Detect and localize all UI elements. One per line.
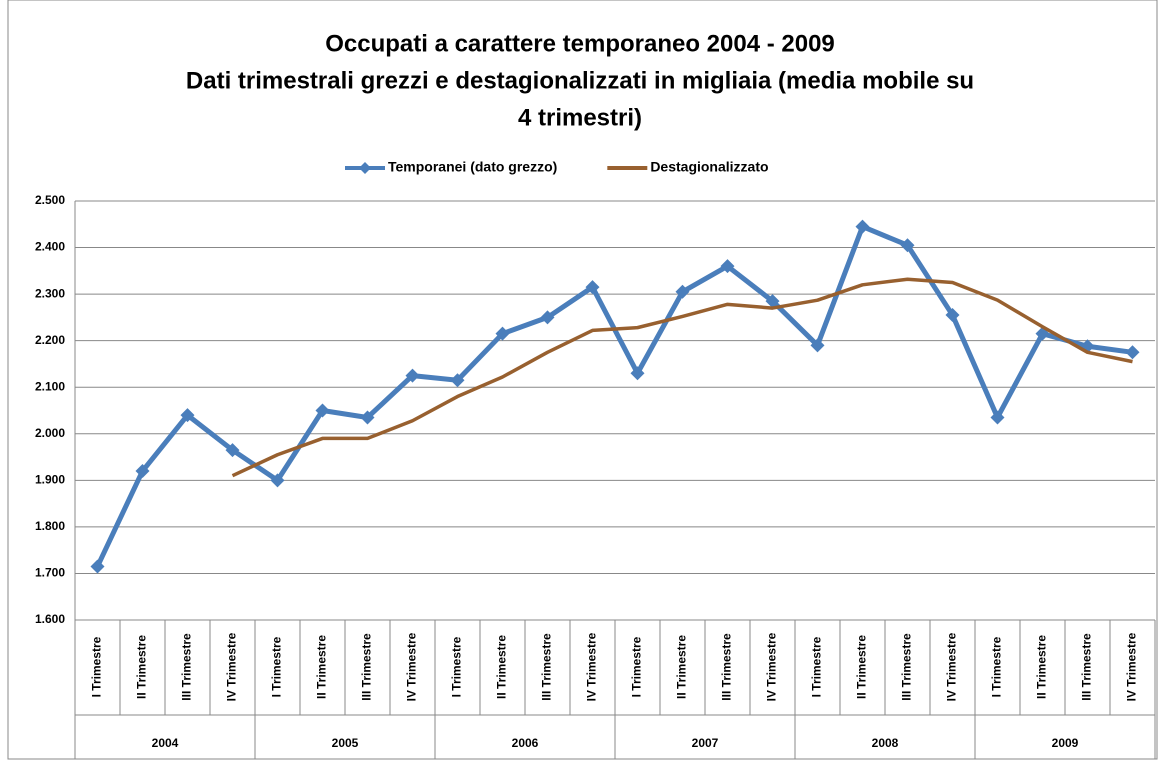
y-tick-label: 1.700 — [35, 566, 65, 580]
y-tick-label: 2.500 — [35, 193, 65, 207]
point-marker — [180, 408, 195, 423]
x-tick-label: II Trimestre — [315, 635, 329, 699]
group-label: 2004 — [152, 736, 179, 750]
point-marker — [900, 238, 915, 253]
point-marker — [90, 559, 105, 574]
point-marker — [720, 259, 735, 274]
chart-title: Dati trimestrali grezzi e destagionalizz… — [186, 67, 974, 94]
x-tick-label: III Trimestre — [1080, 633, 1094, 701]
y-tick-label: 1.600 — [35, 612, 65, 626]
y-tick-label: 2.200 — [35, 333, 65, 347]
y-tick-label: 2.000 — [35, 426, 65, 440]
x-tick-label: I Trimestre — [810, 636, 824, 697]
point-marker — [945, 308, 960, 323]
x-tick-label: I Trimestre — [630, 636, 644, 697]
point-marker — [675, 284, 690, 299]
x-tick-label: II Trimestre — [855, 635, 869, 699]
x-tick-label: I Trimestre — [990, 636, 1004, 697]
x-tick-label: I Trimestre — [450, 636, 464, 697]
y-tick-label: 2.100 — [35, 379, 65, 393]
point-marker — [990, 410, 1005, 425]
series-line — [231, 277, 1133, 478]
x-tick-label: III Trimestre — [180, 633, 194, 701]
point-marker — [360, 410, 375, 425]
point-marker — [855, 219, 870, 234]
x-tick-label: I Trimestre — [270, 636, 284, 697]
chart-title: Occupati a carattere temporaneo 2004 - 2… — [325, 30, 835, 57]
point-marker — [810, 338, 825, 353]
legend-marker — [359, 162, 371, 174]
group-label: 2008 — [872, 736, 899, 750]
x-tick-label: IV Trimestre — [765, 632, 779, 701]
legend-label: Temporanei (dato grezzo) — [388, 159, 557, 175]
x-tick-label: IV Trimestre — [1125, 632, 1139, 701]
y-tick-label: 2.300 — [35, 286, 65, 300]
x-tick-label: IV Trimestre — [945, 632, 959, 701]
point-marker — [495, 326, 510, 341]
x-tick-label: III Trimestre — [720, 633, 734, 701]
y-tick-label: 2.400 — [35, 240, 65, 254]
x-tick-label: II Trimestre — [1035, 635, 1049, 699]
point-marker — [270, 473, 285, 488]
x-tick-label: I Trimestre — [90, 636, 104, 697]
group-label: 2009 — [1052, 736, 1079, 750]
point-marker — [540, 310, 555, 325]
group-label: 2007 — [692, 736, 719, 750]
x-tick-label: IV Trimestre — [405, 632, 419, 701]
x-tick-label: III Trimestre — [900, 633, 914, 701]
y-tick-label: 1.900 — [35, 473, 65, 487]
point-marker — [135, 464, 150, 479]
point-marker — [1125, 345, 1140, 360]
point-marker — [765, 294, 780, 309]
x-tick-label: IV Trimestre — [585, 632, 599, 701]
point-marker — [405, 368, 420, 383]
chart-title: 4 trimestri) — [518, 104, 642, 131]
x-tick-label: IV Trimestre — [225, 632, 239, 701]
x-tick-label: II Trimestre — [495, 635, 509, 699]
x-tick-label: III Trimestre — [540, 633, 554, 701]
point-marker — [585, 280, 600, 295]
point-marker — [630, 366, 645, 381]
group-label: 2006 — [512, 736, 539, 750]
group-label: 2005 — [332, 736, 359, 750]
x-tick-label: II Trimestre — [675, 635, 689, 699]
point-marker — [450, 373, 465, 388]
point-marker — [315, 403, 330, 418]
point-marker — [225, 443, 240, 458]
chart-border — [7, 0, 1158, 760]
legend-label: Destagionalizzato — [650, 159, 768, 175]
y-tick-label: 1.800 — [35, 519, 65, 533]
x-tick-label: III Trimestre — [360, 633, 374, 701]
x-tick-label: II Trimestre — [135, 635, 149, 699]
